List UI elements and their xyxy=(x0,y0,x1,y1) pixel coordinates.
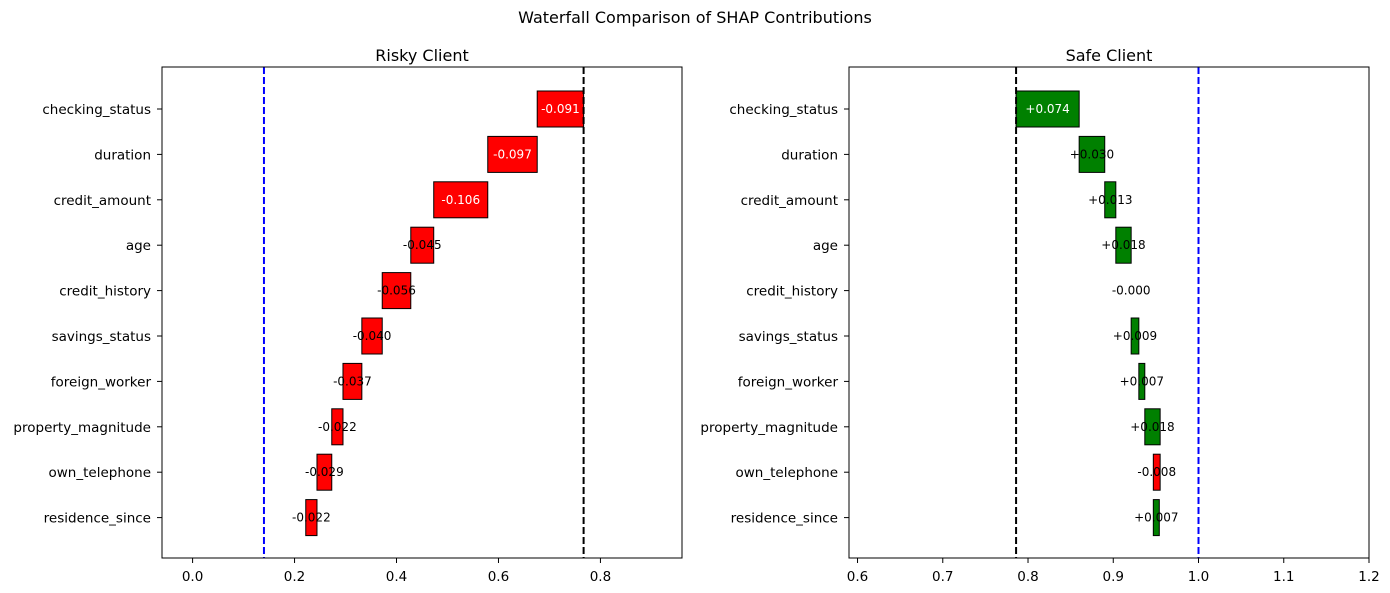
risky-value-label: -0.045 xyxy=(403,238,442,252)
safe-bar-foreign-worker xyxy=(1138,362,1146,400)
risky-bar-credit-amount xyxy=(433,181,489,219)
risky-client-chart: Risky Client -0.091 checking_status -0.097 d… xyxy=(13,46,683,585)
risky-value-label: -0.037 xyxy=(333,374,372,388)
safe-axes-frame xyxy=(848,66,1370,559)
risky-category-label: residence_since xyxy=(44,511,151,527)
safe-bar-duration xyxy=(1078,135,1106,173)
safe-value-label: +0.074 xyxy=(1025,102,1069,116)
risky-axes-frame xyxy=(161,66,683,559)
risky-bar-residence-since xyxy=(305,499,318,537)
risky-category-label: own_telephone xyxy=(48,465,151,481)
safe-bar-credit-amount xyxy=(1104,181,1117,219)
safe-category-label: property_magnitude xyxy=(700,420,838,436)
safe-category-label: checking_status xyxy=(729,102,838,118)
risky-category-label: credit_amount xyxy=(54,193,151,209)
risky-chart-title: Risky Client xyxy=(375,46,468,65)
risky-xtick-label: 0.4 xyxy=(386,569,407,585)
risky-value-label: -0.106 xyxy=(441,193,480,207)
risky-category-label: checking_status xyxy=(42,102,151,118)
risky-xtick-label: 0.0 xyxy=(182,569,203,585)
risky-category-label: savings_status xyxy=(52,329,151,345)
risky-value-label: -0.029 xyxy=(305,465,344,479)
risky-value-label: -0.040 xyxy=(353,329,392,343)
safe-category-label: age xyxy=(813,238,838,254)
safe-category-label: credit_amount xyxy=(741,193,838,209)
safe-xtick-label: 0.6 xyxy=(847,569,868,585)
safe-category-label: residence_since xyxy=(731,511,838,527)
safe-category-label: savings_status xyxy=(739,329,838,345)
risky-bar-checking-status xyxy=(536,90,585,128)
risky-xtick-label: 0.6 xyxy=(488,569,509,585)
risky-value-label: -0.091 xyxy=(541,102,580,116)
risky-xtick-label: 0.8 xyxy=(590,569,611,585)
risky-bar-property-magnitude xyxy=(331,408,344,446)
risky-value-label: -0.056 xyxy=(377,284,416,298)
safe-value-label: +0.007 xyxy=(1120,374,1164,388)
safe-value-label: +0.030 xyxy=(1070,147,1114,161)
safe-bar-age xyxy=(1115,226,1132,264)
risky-bar-foreign-worker xyxy=(342,362,363,400)
safe-bar-residence-since xyxy=(1152,499,1160,537)
safe-value-label: +0.018 xyxy=(1130,420,1174,434)
safe-xtick-label: 1.2 xyxy=(1358,569,1379,585)
safe-xtick-label: 0.9 xyxy=(1103,569,1124,585)
figure-suptitle: Waterfall Comparison of SHAP Contributio… xyxy=(518,8,872,27)
risky-bar-savings-status xyxy=(361,317,383,355)
safe-category-label: own_telephone xyxy=(735,465,838,481)
risky-category-label: credit_history xyxy=(59,284,151,300)
safe-xtick-label: 0.8 xyxy=(1017,569,1038,585)
risky-value-label: -0.022 xyxy=(318,420,357,434)
risky-category-label: age xyxy=(126,238,151,254)
risky-value-label: -0.097 xyxy=(493,147,532,161)
risky-bar-credit-history xyxy=(381,272,412,310)
risky-category-label: property_magnitude xyxy=(13,420,151,436)
risky-value-label: -0.022 xyxy=(292,511,331,525)
risky-category-label: foreign_worker xyxy=(51,374,152,390)
safe-client-chart: Safe Client +0.074 checking_status +0.030 du… xyxy=(700,46,1379,585)
safe-value-label: +0.013 xyxy=(1088,193,1132,207)
safe-value-label: -0.000 xyxy=(1112,284,1151,298)
safe-category-label: duration xyxy=(781,147,838,163)
risky-bar-age xyxy=(410,226,435,264)
safe-value-label: +0.009 xyxy=(1113,329,1157,343)
safe-xtick-label: 0.7 xyxy=(932,569,953,585)
safe-bar-own-telephone xyxy=(1152,453,1161,491)
safe-bar-savings-status xyxy=(1130,317,1140,355)
safe-xtick-label: 1.0 xyxy=(1188,569,1209,585)
safe-bar-property-magnitude xyxy=(1144,408,1161,446)
safe-xtick-label: 1.1 xyxy=(1273,569,1294,585)
risky-category-label: duration xyxy=(94,147,151,163)
safe-category-label: credit_history xyxy=(746,284,838,300)
risky-xtick-label: 0.2 xyxy=(284,569,305,585)
safe-value-label: +0.007 xyxy=(1134,511,1178,525)
risky-bar-own-telephone xyxy=(316,453,333,491)
safe-chart-title: Safe Client xyxy=(1066,46,1153,65)
safe-value-label: -0.008 xyxy=(1137,465,1176,479)
safe-category-label: foreign_worker xyxy=(738,374,839,390)
risky-bar-duration xyxy=(487,135,538,173)
safe-value-label: +0.018 xyxy=(1101,238,1145,252)
